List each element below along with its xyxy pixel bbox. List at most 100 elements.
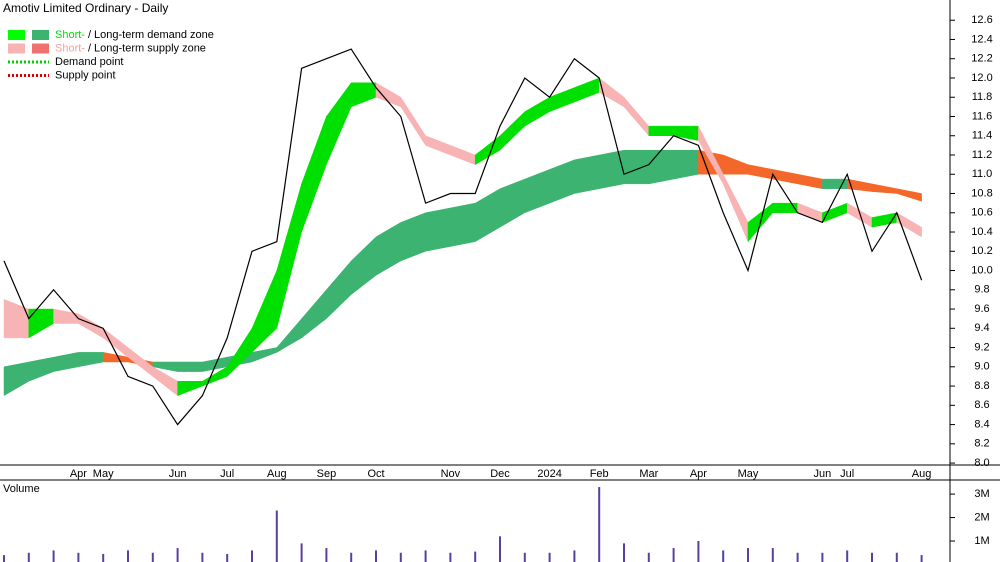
zone-band bbox=[251, 347, 278, 363]
zone-band bbox=[400, 212, 426, 262]
zone-band bbox=[425, 207, 451, 252]
volume-bar bbox=[623, 543, 625, 562]
zone-band bbox=[673, 125, 699, 141]
x-tick-label: 2024 bbox=[537, 468, 561, 480]
zone-band bbox=[524, 96, 550, 127]
x-tick-label: Nov bbox=[441, 468, 461, 480]
y-tick-label: 11.6 bbox=[972, 110, 993, 122]
y-tick-label: 8.4 bbox=[974, 418, 989, 430]
x-tick-label: Feb bbox=[590, 468, 609, 480]
chart-title: Amotiv Limited Ordinary - Daily bbox=[3, 1, 168, 15]
zone-band bbox=[3, 299, 30, 339]
volume-bar bbox=[771, 548, 774, 562]
y-tick-label: 10.4 bbox=[971, 226, 992, 238]
y-tick-label: 11.4 bbox=[972, 130, 993, 142]
zone-band bbox=[350, 82, 377, 108]
y-tick-label: 1M bbox=[974, 535, 989, 547]
legend-swatch bbox=[8, 43, 25, 54]
volume-bar bbox=[3, 555, 5, 562]
zone-band bbox=[28, 356, 54, 382]
zone-band bbox=[722, 154, 749, 175]
legend-text: Long-term demand zone bbox=[94, 29, 214, 41]
volume-bar bbox=[300, 543, 303, 562]
volume-bar bbox=[424, 550, 427, 562]
x-tick-label: Jun bbox=[814, 468, 832, 480]
zone-band bbox=[896, 212, 922, 238]
x-tick-label: Jul bbox=[840, 468, 854, 480]
x-tick-label: Oct bbox=[367, 468, 384, 480]
volume-bar bbox=[474, 551, 477, 562]
volume-bar bbox=[399, 552, 402, 562]
legend-label: Short- / Long-term demand zone bbox=[55, 29, 214, 41]
legend-text: Supply point bbox=[55, 69, 116, 81]
x-tick-label: Aug bbox=[912, 468, 932, 480]
legend-label: Supply point bbox=[55, 69, 116, 81]
legend-text: Short- bbox=[55, 29, 85, 41]
volume-bar bbox=[895, 552, 898, 562]
zone-band bbox=[177, 361, 203, 372]
y-tick-label: 12.4 bbox=[971, 33, 992, 45]
zone-band bbox=[425, 135, 451, 156]
volume-bar bbox=[176, 548, 179, 562]
volume-bar bbox=[275, 510, 278, 562]
zone-band bbox=[400, 96, 426, 147]
zone-band bbox=[350, 236, 377, 296]
zone-band bbox=[326, 82, 352, 165]
x-tick-label: Jun bbox=[169, 468, 187, 480]
y-tick-label: 12.2 bbox=[971, 53, 992, 65]
zone-band bbox=[450, 202, 476, 247]
zone-band bbox=[623, 96, 650, 137]
price-line bbox=[3, 48, 923, 426]
x-tick-label: Jul bbox=[220, 468, 234, 480]
y-tick-label: 8.2 bbox=[974, 438, 989, 450]
volume-bar bbox=[598, 487, 601, 562]
y-tick-label: 8.0 bbox=[974, 457, 989, 469]
volume-bar bbox=[573, 550, 576, 562]
y-tick-label: 9.6 bbox=[974, 303, 989, 315]
x-tick-label: Sep bbox=[317, 468, 337, 480]
zone-band bbox=[499, 111, 526, 151]
y-tick-label: 10.8 bbox=[971, 187, 992, 199]
volume-bar bbox=[52, 550, 55, 562]
zone-band bbox=[648, 125, 674, 136]
x-tick-label: Apr bbox=[690, 468, 707, 480]
y-tick-label: 9.4 bbox=[974, 322, 989, 334]
volume-bar bbox=[747, 548, 749, 562]
zone-band bbox=[598, 149, 625, 189]
x-tick-label: Dec bbox=[490, 468, 510, 480]
x-tick-label: May bbox=[93, 468, 114, 480]
volume-bar bbox=[846, 550, 849, 562]
volume-bar bbox=[350, 552, 353, 562]
zone-band bbox=[78, 313, 104, 339]
volume-bar bbox=[77, 552, 80, 562]
y-tick-label: 8.6 bbox=[974, 399, 989, 411]
zone-band bbox=[871, 212, 898, 228]
zone-band bbox=[747, 164, 774, 180]
zone-band bbox=[673, 149, 699, 180]
zone-band bbox=[574, 77, 600, 103]
y-tick-label: 12.0 bbox=[971, 72, 992, 84]
volume-bar bbox=[796, 552, 799, 562]
y-tick-label: 8.8 bbox=[974, 380, 989, 392]
volume-bar bbox=[647, 552, 650, 562]
zone-band bbox=[871, 183, 898, 194]
volume-bar bbox=[920, 555, 923, 562]
volume-bar bbox=[821, 552, 824, 562]
zone-band bbox=[78, 352, 104, 368]
volume-bar bbox=[722, 550, 725, 562]
zone-band bbox=[822, 202, 848, 223]
y-tick-label: 10.2 bbox=[971, 245, 992, 257]
volume-bar bbox=[325, 548, 328, 562]
volume-bar bbox=[251, 550, 253, 562]
zone-band bbox=[28, 308, 54, 339]
zone-band bbox=[524, 169, 550, 214]
zone-band bbox=[648, 149, 674, 185]
zone-band bbox=[797, 202, 823, 223]
zone-band bbox=[276, 317, 302, 353]
x-tick-label: Apr bbox=[70, 468, 87, 480]
x-tick-label: Mar bbox=[639, 468, 658, 480]
zone-band bbox=[53, 308, 79, 324]
zone-band bbox=[574, 154, 600, 194]
volume-bar bbox=[548, 552, 551, 562]
y-tick-label: 11.8 bbox=[972, 91, 993, 103]
